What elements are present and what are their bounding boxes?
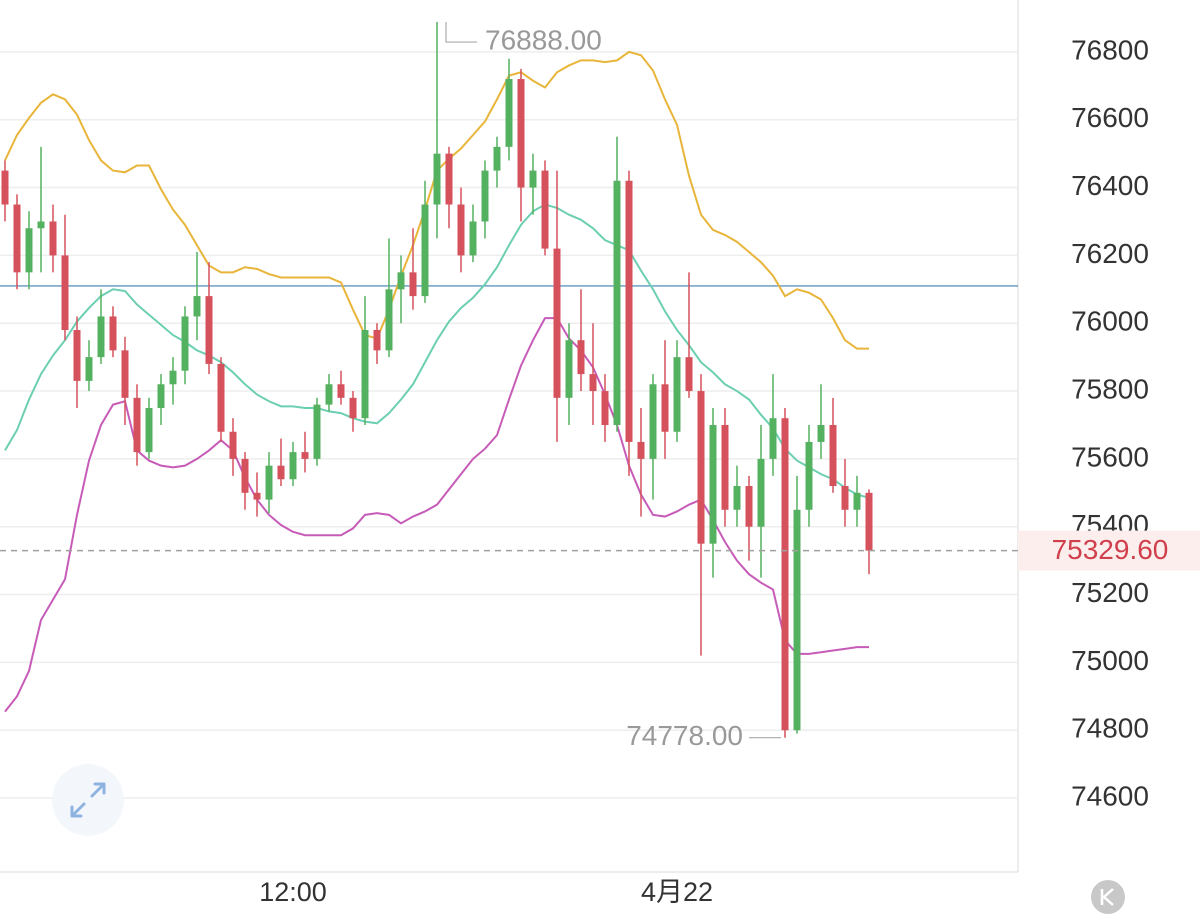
candle-body [25,228,33,273]
y-tick-label: 76400 [1071,170,1149,201]
candle-body [409,272,417,297]
candle-body [169,370,177,385]
candle-body [229,431,237,459]
band-line [4,317,869,713]
candle-body [745,486,753,527]
y-tick-label: 75800 [1071,373,1149,404]
candle-body [805,441,813,510]
candle-body [313,404,321,459]
candle-body [61,255,69,331]
candle-body [181,316,189,371]
candle-body [109,316,117,351]
candle-body [589,374,597,392]
candle-body [301,452,309,459]
candle-body [817,424,825,442]
candle-body [481,170,489,222]
candle-body [733,486,741,510]
candle-body [553,248,561,398]
k-button[interactable] [1091,880,1125,914]
candle-body [841,486,849,510]
candle-body [13,204,21,273]
candle-body [505,79,513,147]
candle-body [241,458,249,493]
y-tick-label: 74800 [1071,713,1149,744]
candle-body [457,204,465,256]
candle-body [673,357,681,432]
candle-body [469,221,477,256]
candle-body [265,465,273,500]
high-marker-line [445,22,477,43]
high-marker-label: 76888.00 [485,24,602,55]
candle-body [565,340,573,398]
current-price-box [1018,530,1200,571]
candle-body [493,146,501,171]
candle-body [625,180,633,442]
candle-body [157,384,165,409]
candle-body [829,424,837,487]
candle-body [397,272,405,290]
candle-body [253,492,261,500]
candle-body [865,492,873,551]
candle-body [49,221,57,256]
candle-body [601,391,609,425]
candle-body [37,221,45,229]
candle-body [781,418,789,731]
candle-body [133,397,141,453]
candle-body [121,350,129,398]
candle-body [85,357,93,381]
candle-body [337,384,345,398]
candle-body [277,465,285,480]
candle-body [769,418,777,459]
candle-body [361,330,369,419]
candle-body [685,357,693,392]
candle-body [1,170,9,205]
current-price-label: 75329.60 [1052,534,1169,565]
candle-body [421,204,429,297]
low-marker-label: 74778.00 [626,720,743,751]
candle-body [577,340,585,375]
candle-body [205,296,213,364]
candle-body [697,391,705,544]
y-tick-label: 75000 [1071,645,1149,676]
candle-body [853,492,861,510]
band-line [4,203,870,499]
candle-body [613,180,621,425]
candle-body [541,170,549,249]
candle-body [193,296,201,317]
candle-body [325,384,333,405]
candle-body [709,424,717,544]
candle-body [349,397,357,419]
y-tick-label: 76600 [1071,102,1149,133]
candle-body [289,452,297,480]
y-tick-label: 74600 [1071,780,1149,811]
plot: 7460074800750007520075400756007580076000… [0,22,1200,907]
candle-body [145,408,153,453]
candle-body [721,424,729,510]
y-tick-label: 76800 [1071,34,1149,65]
candle-body [757,458,765,527]
candle-body [529,170,537,188]
candle-body [433,153,441,205]
candle-body [385,289,393,351]
candle-body [73,330,81,381]
candle-body [445,153,453,205]
y-tick-label: 76200 [1071,238,1149,269]
candle-body [97,316,105,358]
candle-body [661,384,669,432]
y-tick-label: 75200 [1071,577,1149,608]
candle-body [517,79,525,188]
y-tick-label: 76000 [1071,306,1149,337]
candle-body [217,363,225,432]
x-tick-label: 4月22 [641,877,713,907]
candle-body [637,441,645,459]
candle-body [373,330,381,351]
candle-body [649,384,657,459]
y-tick-label: 75600 [1071,441,1149,472]
expand-button[interactable] [52,764,124,836]
x-tick-label: 12:00 [259,877,327,907]
candle-body [793,509,801,731]
